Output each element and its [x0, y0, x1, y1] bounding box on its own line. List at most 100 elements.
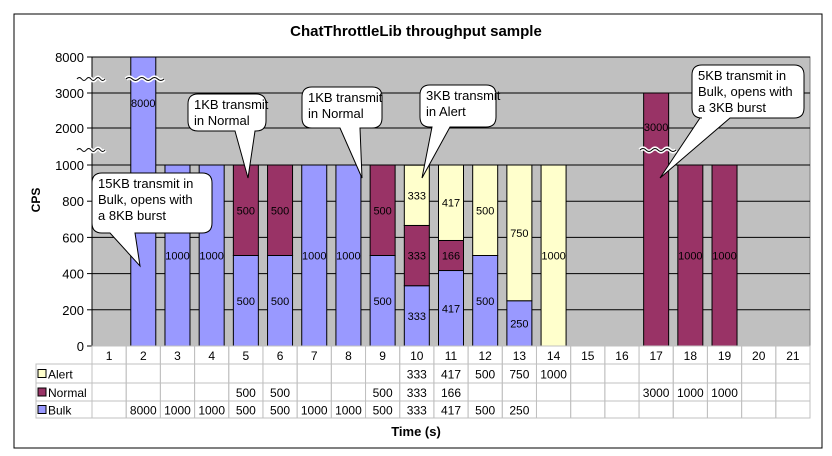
data-label: 500	[271, 205, 289, 217]
x-tick-label: 12	[479, 349, 493, 363]
axis-break-icon	[76, 148, 106, 152]
callout-text: in Normal	[308, 106, 364, 121]
data-label: 1000	[165, 251, 189, 263]
x-tick-label: 1	[106, 349, 113, 363]
callout-text: 1KB transmit	[308, 90, 383, 105]
x-tick-label: 14	[547, 349, 561, 363]
legend-swatch-alert	[37, 369, 47, 378]
x-tick-label: 6	[277, 349, 284, 363]
legend-label: Alert	[48, 368, 73, 382]
bar-normal	[643, 92, 670, 347]
callout-text: in Normal	[194, 113, 250, 128]
table-value: 417	[441, 404, 461, 418]
bar-bulk	[506, 300, 533, 347]
chart-title: ChatThrottleLib throughput sample	[290, 23, 542, 40]
x-tick-label: 9	[379, 349, 386, 363]
table-value: 333	[407, 368, 427, 382]
data-label: 250	[510, 318, 528, 330]
x-tick-label: 15	[581, 349, 595, 363]
callout-bubble	[301, 86, 383, 179]
data-label: 3000	[644, 122, 668, 134]
data-label: 333	[408, 251, 426, 263]
data-label: 1000	[302, 251, 326, 263]
table-value: 1000	[198, 404, 225, 418]
x-tick-label: 17	[649, 349, 663, 363]
data-label: 417	[442, 303, 460, 315]
data-label: 1000	[336, 251, 360, 263]
callout-bubble	[187, 93, 267, 179]
table-value: 750	[509, 368, 529, 382]
callout-bubble	[419, 84, 497, 179]
data-label: 750	[510, 228, 528, 240]
callout-text: 1KB transmit	[194, 97, 269, 112]
table-value: 333	[407, 386, 427, 400]
table-value: 1000	[164, 404, 191, 418]
table-cell	[775, 400, 811, 419]
legend-swatch-normal	[37, 387, 47, 397]
data-label: 500	[476, 296, 494, 308]
data-label: 500	[373, 296, 391, 308]
x-tick-label: 13	[513, 349, 527, 363]
y-tick-label: 3000	[55, 86, 84, 101]
table-value: 500	[236, 386, 256, 400]
callout-text: 3KB transmit	[426, 88, 501, 103]
bar-bulk	[335, 164, 362, 347]
x-tick-label: 18	[684, 349, 698, 363]
data-label: 166	[442, 251, 460, 263]
x-tick-label: 19	[718, 349, 732, 363]
bar-alert	[403, 164, 430, 226]
x-tick-label: 10	[410, 349, 424, 363]
bar-alert	[540, 164, 567, 347]
callout-text: 5KB transmit in	[698, 68, 786, 83]
data-label: 333	[408, 190, 426, 202]
data-label: 1000	[541, 251, 565, 263]
legend-label: Bulk	[48, 404, 72, 418]
data-label: 500	[476, 205, 494, 217]
x-tick-label: 4	[208, 349, 215, 363]
y-tick-label: 2000	[55, 121, 84, 136]
table-value: 1000	[711, 386, 738, 400]
x-axis-label: Time (s)	[391, 424, 441, 439]
callout-bubble	[91, 172, 213, 268]
table-value: 500	[236, 404, 256, 418]
x-tick-label: 5	[243, 349, 250, 363]
x-tick-label: 8	[345, 349, 352, 363]
bar-normal	[267, 164, 294, 256]
table-value: 500	[373, 404, 393, 418]
y-axis-label: CPS	[29, 188, 43, 213]
bar-bulk	[301, 164, 328, 347]
table-value: 500	[270, 386, 290, 400]
x-tick-label: 2	[140, 349, 147, 363]
callout-text: a 8KB burst	[98, 208, 166, 223]
legend-swatch-bulk	[37, 405, 47, 414]
table-value: 8000	[130, 404, 157, 418]
x-tick-label: 16	[615, 349, 629, 363]
table-value: 1000	[540, 368, 567, 382]
table-value: 1000	[301, 404, 328, 418]
bar-normal	[438, 239, 464, 272]
bar-break-icon	[639, 148, 677, 152]
table-value: 1000	[335, 404, 362, 418]
y-tick-label: 8000	[55, 50, 84, 65]
table-value: 3000	[643, 386, 670, 400]
data-label: 1000	[678, 251, 702, 263]
legend-label: Normal	[48, 386, 87, 400]
bar-alert	[438, 164, 464, 241]
table-value: 333	[407, 404, 427, 418]
callout-bubble	[659, 64, 805, 179]
callout-text: in Alert	[426, 104, 466, 119]
y-tick-label: 200	[62, 303, 84, 318]
bar-break-icon	[125, 77, 165, 81]
bar-alert	[506, 164, 533, 302]
bar-alert	[472, 164, 499, 256]
table-value: 250	[509, 404, 529, 418]
x-tick-label: 3	[174, 349, 181, 363]
y-tick-label: 800	[62, 194, 84, 209]
table-value: 417	[441, 368, 461, 382]
y-tick-label: 600	[62, 230, 84, 245]
data-label: 1000	[199, 251, 223, 263]
data-label: 1000	[712, 251, 736, 263]
data-label: 500	[237, 296, 255, 308]
axis-break-icon	[76, 77, 106, 81]
